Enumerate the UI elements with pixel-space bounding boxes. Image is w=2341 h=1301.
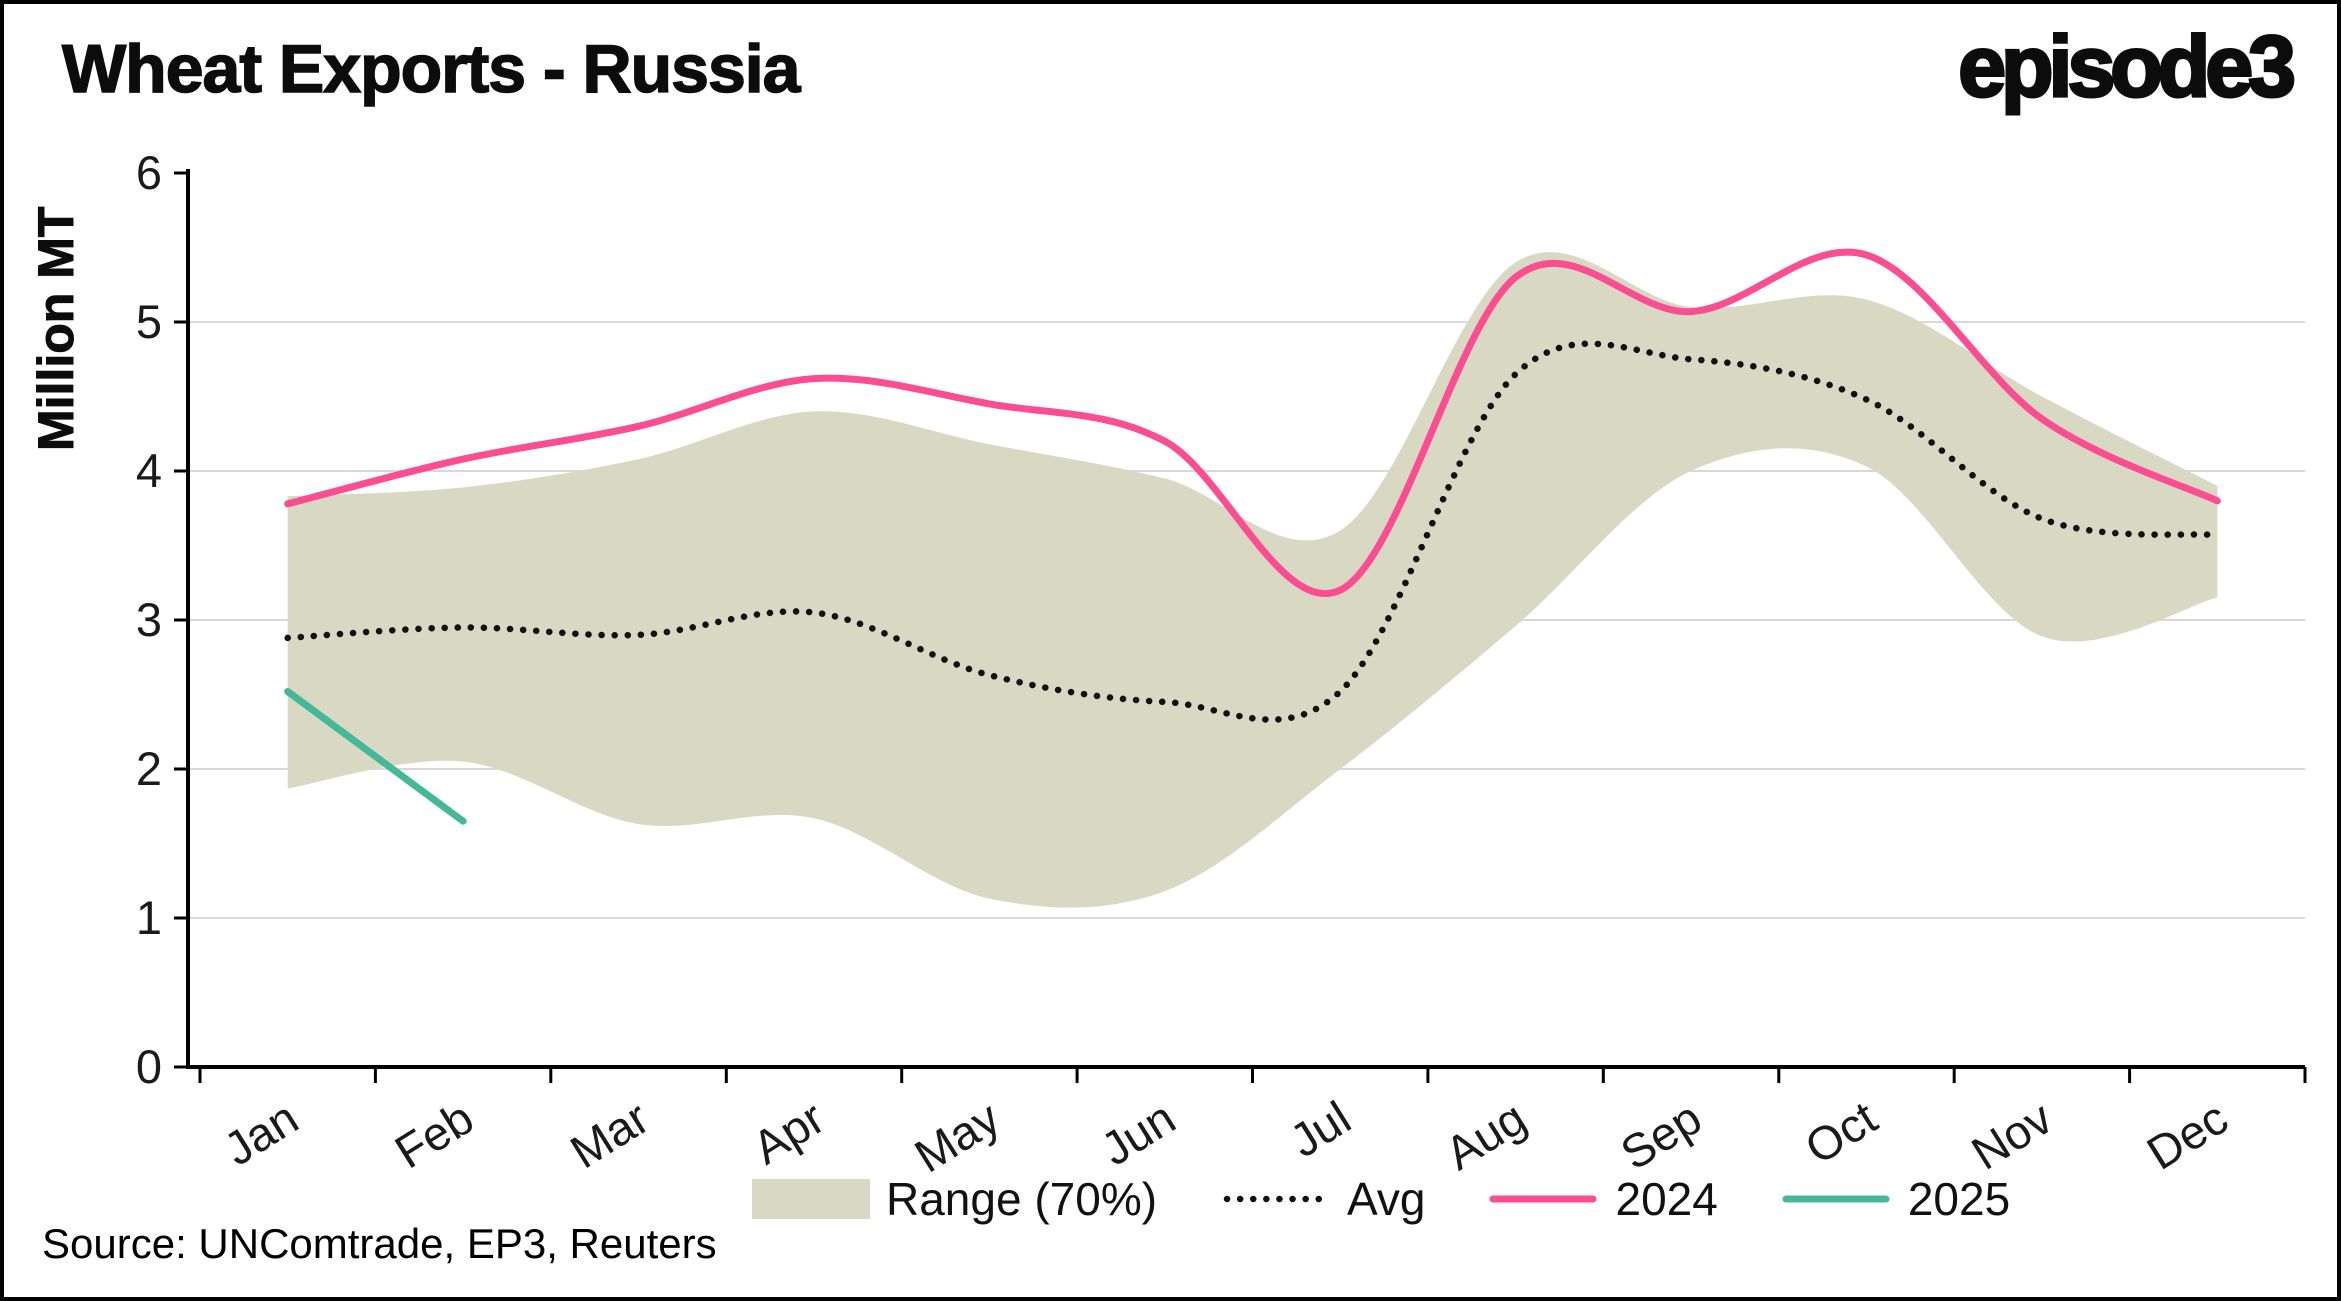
page-title: Wheat Exports - Russia	[61, 30, 801, 108]
legend-label-2025: 2025	[1907, 1173, 2011, 1225]
chart-legend: Range (70%) Avg 2024 2025	[752, 1172, 2010, 1226]
x-tick-label: Apr	[743, 1091, 833, 1175]
x-tick-label: May	[905, 1090, 1009, 1182]
y-tick-label: 6	[136, 146, 162, 199]
line-2024-swatch	[1489, 1195, 1597, 1203]
series-line-avg	[284, 340, 2221, 723]
avg-dotted-swatch	[1223, 1195, 1327, 1203]
x-tick-label: Aug	[1436, 1091, 1535, 1180]
x-tick-label: Jan	[215, 1091, 307, 1176]
y-tick-label: 1	[136, 891, 162, 944]
y-tick-label: 2	[136, 742, 162, 795]
legend-label-range: Range (70%)	[886, 1173, 1158, 1225]
range-band-swatch	[752, 1179, 870, 1219]
source-note: Source: UNComtrade, EP3, Reuters	[42, 1220, 717, 1267]
x-tick-label: Jul	[1280, 1091, 1359, 1168]
x-tick-label: Nov	[1962, 1090, 2061, 1180]
legend-label-avg: Avg	[1347, 1173, 1426, 1225]
y-tick-label: 5	[136, 295, 162, 348]
x-tick-label: Mar	[561, 1091, 658, 1179]
wheat-exports-chart: 0 1 2 3 4 5 6 Jan Feb Mar Apr May Jun Jul Aug Sep Oct Nov…	[136, 146, 2307, 1183]
legend-item-range: Range (70%)	[752, 1172, 1157, 1226]
y-tick-label: 0	[136, 1040, 162, 1093]
x-tick-label: Dec	[2138, 1091, 2237, 1180]
legend-item-avg: Avg	[1219, 1172, 1425, 1226]
legend-item-2024: 2024	[1487, 1172, 1718, 1226]
range-band-area	[287, 252, 2218, 908]
x-tick-label: Jun	[1092, 1091, 1184, 1176]
y-tick-label: 4	[136, 444, 162, 497]
brand-logo: episode3	[1957, 18, 2298, 117]
legend-label-2024: 2024	[1615, 1173, 1718, 1225]
y-tick-label: 3	[136, 593, 162, 646]
x-tick-label: Sep	[1611, 1091, 1710, 1180]
series-line-2024	[284, 248, 2221, 597]
x-tick-label: Feb	[386, 1091, 483, 1179]
line-2025-swatch	[1782, 1195, 1890, 1203]
x-tick-label: Oct	[1796, 1091, 1886, 1175]
legend-item-2025: 2025	[1780, 1172, 2010, 1226]
series-line-2025	[284, 688, 467, 825]
